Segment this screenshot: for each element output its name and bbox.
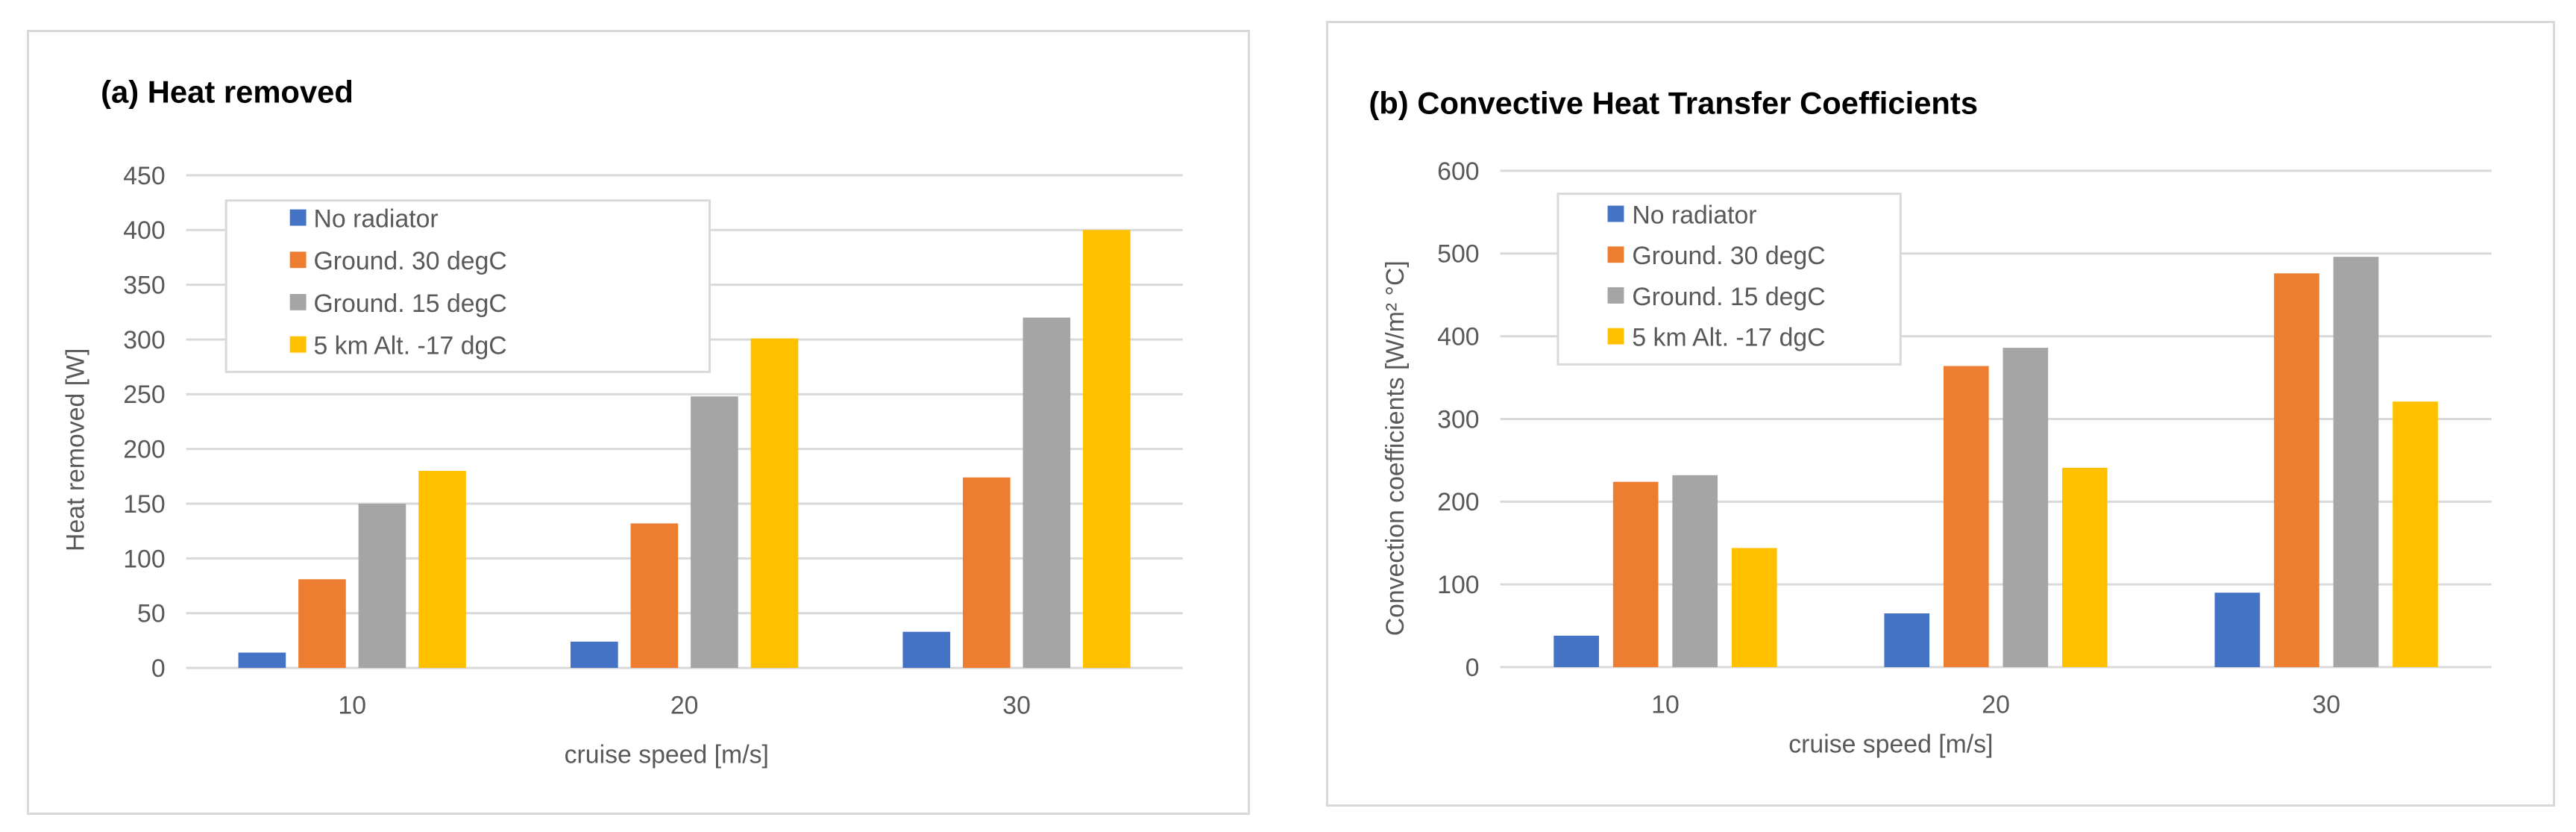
x-tick-label: 20 xyxy=(1982,691,2010,719)
bar-no-radiator-20 xyxy=(571,641,618,669)
legend: No radiator Ground. 30 degC Ground. 15 d… xyxy=(224,199,711,373)
y-tick-label: 500 xyxy=(1437,240,1479,269)
bar-ground-15-degc-10 xyxy=(1672,475,1718,668)
legend-swatch-ground-30 xyxy=(1607,246,1624,263)
y-tick-label: 400 xyxy=(123,216,165,245)
bar-5-km-alt-17-dgc-30 xyxy=(1083,230,1131,669)
legend-label-ground-15: Ground. 15 degC xyxy=(1632,283,1825,311)
legend-swatch-5km-alt xyxy=(1607,328,1624,345)
bar-5-km-alt-17-dgc-20 xyxy=(750,338,799,669)
y-tick-label: 150 xyxy=(123,490,165,519)
x-tick-label: 10 xyxy=(1651,691,1680,719)
bar-ground-15-degc-10 xyxy=(358,504,406,669)
legend-swatch-ground-15 xyxy=(1607,287,1624,304)
x-axis-title: cruise speed [m/s] xyxy=(1788,730,1993,758)
chart-title: (b) Convective Heat Transfer Coefficient… xyxy=(1369,85,1978,120)
bar-ground-15-degc-20 xyxy=(691,396,738,669)
x-axis-title: cruise speed [m/s] xyxy=(565,740,769,769)
bar-no-radiator-10 xyxy=(238,652,286,669)
x-tick-label: 10 xyxy=(338,692,366,720)
chart-panel-heat-removed: (a) Heat removed 0 50 100 150 200 250 300 350 40… xyxy=(27,30,1250,815)
bar-5-km-alt-17-dgc-30 xyxy=(2393,401,2438,668)
x-tick-label: 30 xyxy=(2312,691,2340,719)
legend-label-ground-15: Ground. 15 degC xyxy=(313,290,506,318)
y-tick-label: 600 xyxy=(1437,157,1479,186)
legend-label-5km-alt: 5 km Alt. -17 dgC xyxy=(313,332,506,360)
y-tick-label: 100 xyxy=(1437,571,1479,599)
y-tick-label: 50 xyxy=(137,600,166,628)
bar-ground-30-degc-30 xyxy=(2274,273,2319,668)
legend-swatch-no-radiator xyxy=(1607,205,1624,222)
bar-5-km-alt-17-dgc-10 xyxy=(418,471,466,669)
bar-ground-15-degc-20 xyxy=(2002,348,2049,668)
x-tick-label: 30 xyxy=(1002,692,1031,720)
y-tick-label: 400 xyxy=(1437,323,1479,351)
plot-area: 0 100 200 300 400 500 600 10 20 30 xyxy=(1437,157,2492,719)
legend-label-ground-30: Ground. 30 degC xyxy=(313,247,506,275)
legend: No radiator Ground. 30 degC Ground. 15 d… xyxy=(1556,193,1902,366)
bar-no-radiator-30 xyxy=(2214,592,2261,668)
bar-ground-30-degc-30 xyxy=(963,477,1011,669)
y-axis-title: Convection coefficients [W/m² °C] xyxy=(1381,260,1410,636)
bar-ground-15-degc-30 xyxy=(2333,257,2379,668)
bar-5-km-alt-17-dgc-10 xyxy=(1731,548,1777,668)
bar-ground-30-degc-20 xyxy=(1943,366,1989,668)
y-tick-label: 350 xyxy=(123,272,165,300)
bar-ground-30-degc-10 xyxy=(298,579,346,669)
legend-box xyxy=(224,199,711,373)
bar-no-radiator-10 xyxy=(1554,635,1599,668)
chart-panel-convective-coefficients: (b) Convective Heat Transfer Coefficient… xyxy=(1326,21,2555,807)
chart-svg-heat-removed: (a) Heat removed 0 50 100 150 200 250 300 350 40… xyxy=(61,74,1183,769)
bar-ground-30-degc-10 xyxy=(1612,481,1659,668)
y-tick-label: 100 xyxy=(123,545,165,573)
bar-5-km-alt-17-dgc-20 xyxy=(2062,467,2108,668)
bar-no-radiator-30 xyxy=(902,631,951,669)
legend-swatch-5km-alt xyxy=(289,336,307,353)
y-tick-label: 0 xyxy=(151,654,166,683)
chart-title: (a) Heat removed xyxy=(101,74,354,109)
y-axis-title: Heat removed [W] xyxy=(61,348,89,551)
bar-no-radiator-20 xyxy=(1884,613,1930,668)
bar-ground-30-degc-20 xyxy=(630,523,679,669)
legend-swatch-ground-15 xyxy=(289,293,307,310)
legend-label-ground-30: Ground. 30 degC xyxy=(1632,242,1825,270)
y-tick-label: 200 xyxy=(123,436,165,464)
y-tick-label: 300 xyxy=(1437,405,1479,434)
legend-label-no-radiator: No radiator xyxy=(313,205,438,234)
legend-swatch-no-radiator xyxy=(289,209,307,226)
legend-label-5km-alt: 5 km Alt. -17 dgC xyxy=(1632,324,1825,352)
y-tick-label: 0 xyxy=(1466,654,1480,682)
y-tick-label: 250 xyxy=(123,381,165,409)
chart-svg-convective-coefficients: (b) Convective Heat Transfer Coefficient… xyxy=(1369,85,2492,758)
y-tick-label: 300 xyxy=(123,326,165,354)
legend-swatch-ground-30 xyxy=(289,251,307,269)
bar-ground-15-degc-30 xyxy=(1022,317,1071,669)
legend-label-no-radiator: No radiator xyxy=(1632,201,1756,229)
x-tick-label: 20 xyxy=(670,692,699,720)
y-tick-label: 200 xyxy=(1437,488,1479,516)
y-tick-label: 450 xyxy=(123,162,165,190)
